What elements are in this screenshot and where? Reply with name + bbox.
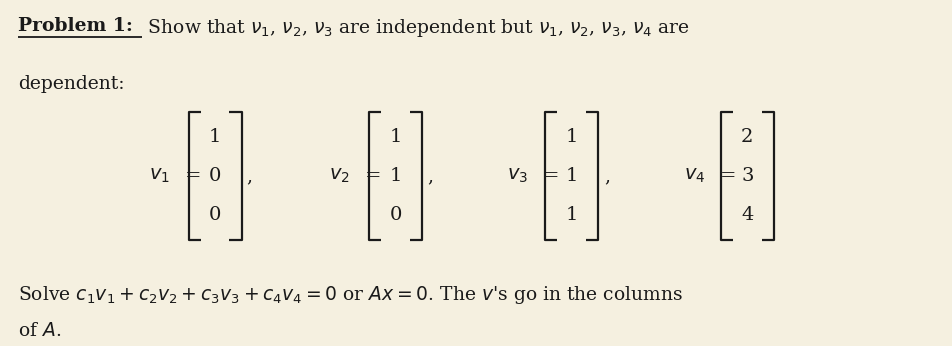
- Text: 4: 4: [741, 207, 753, 225]
- Text: =: =: [365, 167, 382, 185]
- Text: ,: ,: [605, 167, 610, 185]
- Text: 1: 1: [208, 128, 221, 146]
- Text: 1: 1: [389, 167, 402, 185]
- Text: =: =: [719, 167, 736, 185]
- Text: of $A$.: of $A$.: [18, 322, 62, 340]
- Text: $v_3$: $v_3$: [506, 167, 527, 185]
- Text: ,: ,: [426, 167, 432, 185]
- Text: 1: 1: [389, 128, 402, 146]
- Text: $v_4$: $v_4$: [683, 167, 704, 185]
- Text: $v_1$: $v_1$: [149, 167, 169, 185]
- Text: =: =: [543, 167, 559, 185]
- Text: Show that $\nu_1$, $\nu_2$, $\nu_3$ are independent but $\nu_1$, $\nu_2$, $\nu_3: Show that $\nu_1$, $\nu_2$, $\nu_3$ are …: [142, 17, 689, 39]
- Text: 1: 1: [565, 207, 577, 225]
- Text: 2: 2: [741, 128, 753, 146]
- Text: Solve $c_1v_1 + c_2v_2 + c_3v_3 + c_4v_4 = 0$ or $Ax = 0$. The $v$'s go in the c: Solve $c_1v_1 + c_2v_2 + c_3v_3 + c_4v_4…: [18, 284, 684, 306]
- Text: $v_2$: $v_2$: [328, 167, 349, 185]
- Text: 0: 0: [208, 207, 221, 225]
- Text: 1: 1: [565, 128, 577, 146]
- Text: dependent:: dependent:: [18, 75, 125, 93]
- Text: 0: 0: [389, 207, 402, 225]
- Text: =: =: [185, 167, 201, 185]
- Text: 3: 3: [741, 167, 753, 185]
- Text: ,: ,: [247, 167, 252, 185]
- Text: 0: 0: [208, 167, 221, 185]
- Text: Problem 1:: Problem 1:: [18, 17, 133, 35]
- Text: 1: 1: [565, 167, 577, 185]
